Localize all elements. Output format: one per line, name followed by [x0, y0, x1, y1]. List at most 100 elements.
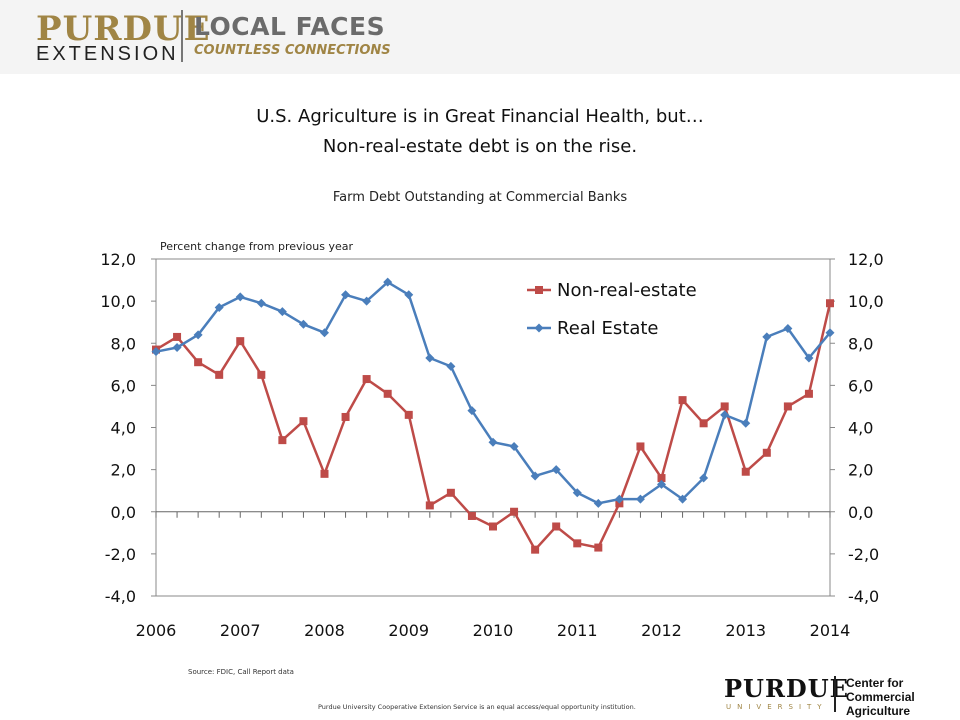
data-point-real-estate — [783, 324, 793, 334]
y-tick-label-right: 0,0 — [848, 503, 873, 522]
y-tick-label-right: -4,0 — [848, 587, 879, 606]
y-tick-label-left: -2,0 — [105, 545, 136, 564]
data-point-real-estate — [320, 328, 329, 338]
x-tick-label: 2010 — [473, 621, 514, 640]
data-point-real-estate — [720, 410, 730, 420]
data-point-non-real-estate — [383, 389, 392, 398]
data-point-non-real-estate — [826, 299, 834, 308]
data-point-non-real-estate — [236, 337, 245, 346]
source-note: Source: FDIC, Call Report data — [188, 668, 294, 676]
data-point-real-estate — [593, 498, 603, 508]
data-point-real-estate — [635, 494, 645, 504]
data-point-real-estate — [362, 296, 372, 306]
data-point-real-estate — [277, 307, 287, 317]
y-tick-label-left: 2,0 — [111, 461, 136, 480]
data-point-non-real-estate — [194, 358, 203, 367]
data-point-non-real-estate — [678, 396, 687, 405]
y-tick-label-right: 6,0 — [848, 376, 873, 395]
header-band — [0, 0, 960, 74]
data-point-non-real-estate — [531, 545, 540, 554]
data-point-real-estate — [678, 494, 688, 504]
data-point-non-real-estate — [741, 467, 750, 476]
data-point-non-real-estate — [215, 370, 224, 379]
plot-area — [155, 258, 831, 597]
university-wordmark: UNIVERSITY — [726, 703, 828, 711]
purdue-university-logo: PURDUE — [724, 674, 849, 703]
y-tick-label-right: 2,0 — [848, 461, 873, 480]
y-tick-label-left: 8,0 — [111, 334, 136, 353]
data-point-non-real-estate — [425, 501, 434, 510]
data-point-non-real-estate — [362, 375, 371, 384]
y-tick-label-left: 10,0 — [100, 292, 136, 311]
data-point-real-estate — [762, 332, 772, 342]
legend-label: Real Estate — [557, 318, 659, 339]
footer-logo-divider — [834, 676, 836, 712]
data-point-real-estate — [804, 353, 814, 363]
legend-label: Non-real-estate — [557, 280, 697, 301]
data-point-non-real-estate — [552, 522, 561, 531]
logo-divider — [181, 10, 183, 62]
data-point-non-real-estate — [720, 402, 729, 411]
data-point-real-estate — [214, 302, 224, 312]
center-for-commercial-agriculture-logo: Center for Commercial Agriculture — [846, 676, 915, 718]
x-tick-label: 2011 — [557, 621, 598, 640]
y-tick-label-right: 4,0 — [848, 419, 873, 438]
data-point-real-estate — [741, 418, 751, 428]
data-point-real-estate — [193, 330, 203, 340]
data-point-real-estate — [151, 347, 161, 357]
legend-marker-square — [535, 286, 543, 294]
x-tick-label: 2007 — [220, 621, 261, 640]
data-point-non-real-estate — [699, 419, 708, 428]
x-tick-label: 2008 — [304, 621, 345, 640]
data-point-real-estate — [825, 328, 835, 338]
legend-marker-diamond — [534, 323, 544, 333]
countless-connections-tagline: COUNTLESS CONNECTIONS — [194, 43, 391, 58]
data-point-real-estate — [572, 488, 582, 498]
slide-title-line2: Non-real-estate debt is on the rise. — [322, 136, 638, 157]
data-point-non-real-estate — [594, 543, 603, 552]
data-point-real-estate — [298, 319, 308, 329]
data-point-real-estate — [530, 471, 540, 481]
data-point-real-estate — [446, 361, 456, 371]
data-point-non-real-estate — [341, 412, 350, 421]
data-point-non-real-estate — [446, 488, 455, 497]
y-tick-label-left: -4,0 — [105, 587, 136, 606]
data-point-real-estate — [614, 494, 624, 504]
data-point-non-real-estate — [657, 474, 666, 483]
data-point-non-real-estate — [489, 522, 497, 531]
x-tick-label: 2006 — [136, 621, 177, 640]
data-point-real-estate — [341, 290, 351, 300]
data-point-non-real-estate — [278, 436, 287, 445]
y-tick-label-right: 12,0 — [848, 250, 884, 269]
data-point-non-real-estate — [299, 417, 308, 426]
data-point-real-estate — [404, 290, 414, 300]
x-tick-label: 2014 — [810, 621, 851, 640]
data-point-real-estate — [509, 441, 519, 451]
data-point-non-real-estate — [320, 469, 329, 478]
y-tick-label-left: 6,0 — [111, 376, 136, 395]
data-point-real-estate — [699, 473, 709, 483]
series-line-real-estate — [155, 280, 831, 505]
local-faces-logo: LOCAL FACES — [194, 12, 386, 41]
data-point-real-estate — [657, 479, 666, 489]
data-point-non-real-estate — [783, 402, 792, 411]
y-tick-label-left: 12,0 — [100, 250, 136, 269]
data-point-real-estate — [172, 342, 182, 352]
y-tick-label-right: 8,0 — [848, 334, 873, 353]
x-tick-label: 2012 — [641, 621, 682, 640]
data-point-non-real-estate — [804, 389, 813, 398]
data-point-non-real-estate — [404, 410, 413, 419]
x-tick-label: 2009 — [388, 621, 429, 640]
data-point-non-real-estate — [257, 370, 266, 379]
x-tick-label: 2013 — [725, 621, 766, 640]
slide-title-line1: U.S. Agriculture is in Great Financial H… — [256, 106, 704, 127]
data-point-non-real-estate — [173, 332, 182, 341]
y-tick-label-left: 4,0 — [111, 419, 136, 438]
data-point-real-estate — [235, 292, 245, 302]
data-point-non-real-estate — [573, 539, 582, 548]
y-axis-label: Percent change from previous year — [160, 240, 354, 253]
data-point-real-estate — [467, 406, 477, 416]
data-point-non-real-estate — [467, 511, 476, 520]
y-tick-label-left: 0,0 — [111, 503, 136, 522]
